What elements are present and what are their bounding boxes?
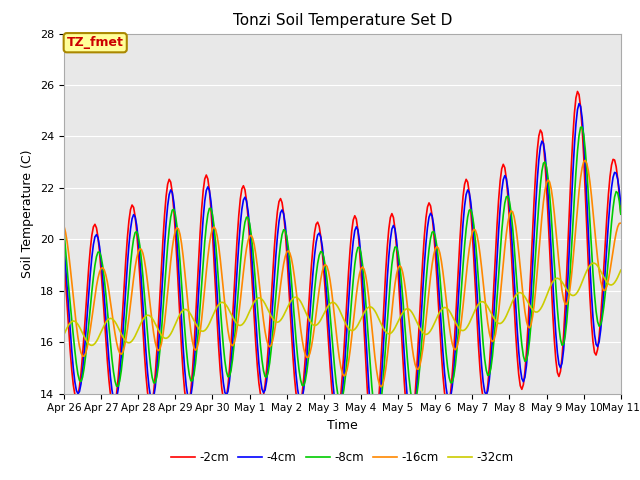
-4cm (550, 307, 558, 312)
-8cm (410, 402, 417, 408)
-32cm (165, 333, 173, 339)
Y-axis label: Soil Temperature (C): Soil Temperature (C) (22, 149, 35, 278)
-8cm (579, 124, 586, 130)
-32cm (589, 260, 596, 266)
-8cm (379, 383, 387, 389)
-2cm (164, 181, 172, 187)
Text: TZ_fmet: TZ_fmet (67, 36, 124, 49)
-8cm (76, 377, 83, 383)
-4cm (76, 389, 83, 395)
-8cm (397, 276, 405, 282)
Legend: -2cm, -4cm, -8cm, -16cm, -32cm: -2cm, -4cm, -8cm, -16cm, -32cm (166, 446, 518, 469)
Line: -16cm: -16cm (64, 160, 621, 387)
-2cm (379, 326, 387, 332)
-8cm (550, 260, 558, 266)
-2cm (617, 211, 625, 216)
-32cm (617, 267, 625, 273)
-2cm (573, 89, 581, 95)
-4cm (60, 245, 68, 251)
Line: -32cm: -32cm (64, 263, 621, 346)
-4cm (379, 357, 387, 362)
-16cm (164, 289, 172, 295)
-16cm (377, 384, 385, 390)
-16cm (581, 157, 589, 163)
-32cm (550, 277, 558, 283)
Line: -2cm: -2cm (64, 92, 621, 445)
-16cm (76, 344, 83, 349)
-4cm (410, 416, 417, 422)
-4cm (164, 203, 172, 209)
-2cm (60, 256, 68, 262)
-32cm (379, 324, 387, 330)
-32cm (410, 312, 417, 318)
-16cm (550, 210, 558, 216)
-8cm (164, 243, 172, 249)
-8cm (617, 211, 625, 217)
-2cm (397, 324, 405, 330)
-32cm (88, 343, 96, 348)
-16cm (397, 264, 405, 270)
-8cm (60, 228, 68, 234)
-16cm (617, 220, 625, 226)
-32cm (397, 312, 405, 318)
-2cm (550, 337, 558, 343)
-4cm (575, 101, 583, 107)
-32cm (60, 332, 68, 337)
-4cm (371, 435, 379, 441)
Line: -8cm: -8cm (64, 127, 621, 420)
X-axis label: Time: Time (327, 419, 358, 432)
-32cm (76, 324, 83, 330)
-4cm (397, 300, 405, 305)
-16cm (379, 382, 387, 388)
-2cm (410, 411, 417, 417)
-4cm (617, 202, 625, 207)
Title: Tonzi Soil Temperature Set D: Tonzi Soil Temperature Set D (233, 13, 452, 28)
-2cm (369, 442, 377, 448)
Line: -4cm: -4cm (64, 104, 621, 438)
-16cm (60, 223, 68, 229)
-16cm (410, 354, 417, 360)
-8cm (372, 417, 380, 422)
-2cm (76, 384, 83, 390)
